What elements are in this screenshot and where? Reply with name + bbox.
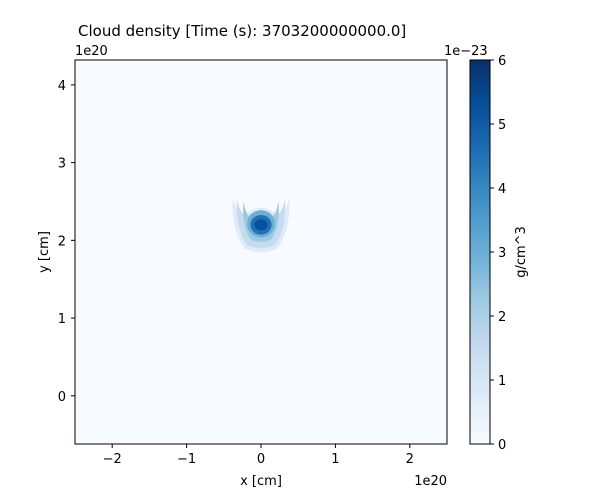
x-axis-ticks: −2 −1 0 1 2 xyxy=(103,444,414,467)
x-offset-label: 1e20 xyxy=(414,474,447,489)
y-tick-label: 3 xyxy=(58,157,66,172)
y-offset-label: 1e20 xyxy=(75,44,108,59)
colorbar-tick-label: 2 xyxy=(498,310,506,325)
colorbar-offset-label: 1e−23 xyxy=(444,44,488,59)
y-tick-label: 2 xyxy=(58,234,66,249)
cloud-density-field xyxy=(232,197,290,253)
x-tick-label: 2 xyxy=(406,452,414,467)
colorbar xyxy=(469,59,491,445)
y-tick-label: 1 xyxy=(58,312,66,327)
colorbar-tick-label: 6 xyxy=(498,54,506,69)
cloud-core-peak xyxy=(254,219,268,231)
x-tick-label: 0 xyxy=(257,452,265,467)
colorbar-tick-label: 1 xyxy=(498,374,506,389)
x-tick-label: −1 xyxy=(177,452,196,467)
y-tick-label: 4 xyxy=(58,79,66,94)
x-tick-label: −2 xyxy=(103,452,122,467)
colorbar-tick-label: 0 xyxy=(498,438,506,453)
colorbar-tick-label: 4 xyxy=(498,182,506,197)
chart-title: Cloud density [Time (s): 3703200000000.0… xyxy=(78,22,406,40)
colorbar-tick-label: 5 xyxy=(498,118,506,133)
colorbar-ticks: 0 1 2 3 4 5 6 xyxy=(490,54,506,453)
x-axis-label: x [cm] xyxy=(240,474,282,489)
y-axis-label: y [cm] xyxy=(37,231,52,273)
y-axis-ticks: 0 1 2 3 4 xyxy=(58,79,75,405)
colorbar-label: g/cm^3 xyxy=(514,226,529,278)
y-tick-label: 0 xyxy=(58,390,66,405)
x-tick-label: 1 xyxy=(331,452,339,467)
colorbar-tick-label: 3 xyxy=(498,246,506,261)
